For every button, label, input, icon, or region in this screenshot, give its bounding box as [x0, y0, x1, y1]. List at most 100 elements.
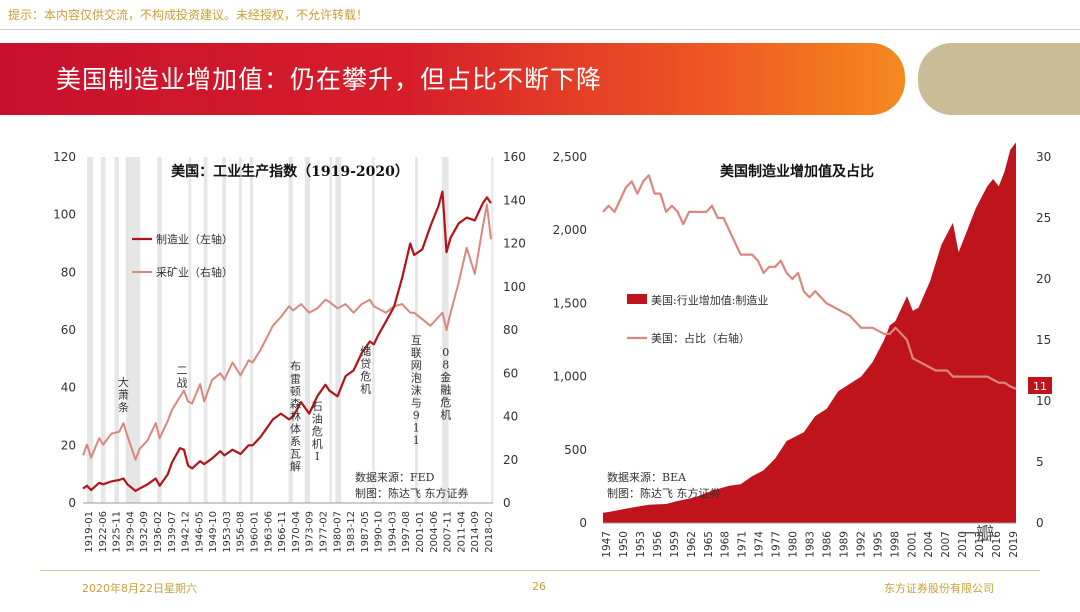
y-right-tick-label: 140	[503, 193, 526, 207]
y-left-tick-label: 2,500	[553, 150, 587, 164]
event-annotation-char: 二	[176, 364, 187, 377]
chart-title: 美国制造业增加值及占比	[720, 163, 874, 180]
x-tick-label: 2019	[1008, 531, 1020, 558]
event-annotation-char: 融	[440, 384, 451, 397]
y-right-tick-label: 0	[503, 496, 511, 510]
x-tick-label: 2010	[957, 531, 969, 558]
y-left-tick-label: 20	[61, 438, 76, 452]
x-tick-label: 1953-03	[222, 511, 233, 553]
event-annotation-char: 布	[290, 360, 301, 373]
x-tick-label: 2013	[974, 531, 986, 558]
x-tick-label: 2007-11	[443, 511, 454, 553]
recession-band	[491, 157, 494, 503]
event-annotation-char: 系	[290, 435, 301, 448]
x-tick-label: 1956-08	[236, 511, 247, 553]
event-annotation-char: 危	[312, 425, 323, 438]
x-tick-label: 2001-01	[415, 511, 426, 553]
maker-note: 制图：陈达飞 东方证券	[607, 486, 721, 500]
event-annotation-char: 石	[312, 400, 323, 413]
y-left-tick-label: 60	[61, 323, 76, 337]
x-tick-label: 1973-09	[305, 511, 316, 553]
mining-series-line	[82, 203, 492, 461]
page-number: 26	[532, 580, 546, 593]
event-annotation-char: 机	[440, 408, 451, 422]
title-banner	[0, 43, 905, 115]
event-annotation-char: 条	[118, 400, 129, 414]
x-tick-label: 2016	[991, 531, 1003, 558]
event-annotation-char: 体	[290, 422, 301, 436]
recession-band	[87, 157, 94, 503]
legend-manufacturing-label: 制造业（左轴）	[156, 232, 233, 246]
x-tick-label: 1947	[601, 531, 613, 558]
x-tick-label: 1942-12	[181, 511, 192, 553]
x-tick-label: 1980	[788, 531, 800, 558]
x-tick-label: 1971	[737, 531, 749, 558]
x-tick-label: 1936-02	[153, 511, 164, 553]
x-tick-label: 1922-06	[98, 511, 109, 553]
footer-date: 2020年8月22日星期六	[82, 582, 197, 595]
y-right-tick-label: 10	[1036, 394, 1051, 408]
recession-band	[335, 157, 342, 503]
source-note: 数据来源：FED	[355, 470, 435, 484]
y-left-tick-label: 0	[579, 516, 587, 530]
x-tick-label: 1989	[838, 531, 850, 558]
event-annotation-char: 顿	[290, 384, 301, 398]
y-right-tick-label: 120	[503, 237, 526, 251]
y-right-tick-label: 15	[1036, 333, 1051, 347]
x-tick-label: 1977-02	[318, 511, 329, 553]
x-tick-label: 1997-08	[401, 511, 412, 553]
x-tick-label: 1983-12	[346, 511, 357, 553]
x-tick-label: 2004-06	[429, 511, 440, 553]
event-annotation-char: 林	[290, 409, 301, 423]
event-annotation-char: Ⅰ	[315, 450, 319, 463]
recession-band	[329, 157, 332, 503]
event-annotation-char: 互	[411, 334, 422, 347]
y-left-tick-label: 1,500	[553, 296, 587, 310]
x-tick-label: 2011-04	[456, 511, 467, 553]
recession-band	[249, 157, 254, 503]
x-tick-label: 1968	[720, 531, 732, 558]
y-right-tick-label: 100	[503, 280, 526, 294]
recession-band	[442, 157, 449, 503]
event-annotation-char: 战	[176, 377, 187, 390]
event-annotation-char: 萧	[118, 389, 129, 402]
x-tick-label: 1966-11	[277, 511, 288, 553]
event-annotation-char: 联	[411, 347, 422, 360]
x-tick-label: 1983	[805, 531, 817, 558]
x-tick-label: 1939-07	[167, 511, 178, 553]
y-left-tick-label: 80	[61, 265, 76, 279]
y-right-tick-label: 60	[503, 366, 518, 380]
event-annotation-char: 油	[312, 412, 323, 426]
event-annotation-char: 贷	[360, 357, 371, 371]
event-annotation-char: 危	[440, 396, 451, 409]
y-right-tick-label: 0	[1036, 516, 1044, 530]
y-right-tick-label: 5	[1036, 455, 1044, 469]
event-annotation-char: 大	[118, 375, 129, 389]
share-series-line	[602, 174, 1017, 390]
y-left-tick-label: 0	[68, 496, 76, 510]
event-annotation-char: 沫	[411, 384, 422, 397]
y-right-tick-label: 160	[503, 150, 526, 164]
x-tick-label: 1998	[889, 531, 901, 558]
x-tick-label: 1919-01	[84, 511, 95, 553]
x-tick-label: 1929-04	[125, 511, 136, 553]
recession-band	[203, 157, 208, 503]
recession-band	[188, 157, 192, 503]
watermark: 一瓣	[958, 524, 994, 545]
top-divider	[0, 29, 1080, 30]
y-left-tick-label: 120	[53, 150, 76, 164]
y-right-tick-label: 40	[503, 410, 518, 424]
end-value-badge	[1028, 377, 1052, 394]
recession-band	[415, 157, 418, 503]
x-tick-label: 1960-01	[250, 511, 261, 553]
x-tick-label: 1925-11	[112, 511, 123, 553]
recession-band	[100, 157, 106, 503]
x-tick-label: 1987-05	[360, 511, 371, 553]
legend-value-swatch	[627, 294, 647, 304]
event-annotation-char: 9	[413, 409, 420, 422]
recession-band	[304, 157, 311, 503]
x-tick-label: 1995	[872, 531, 884, 558]
event-annotation-char: 雷	[290, 373, 301, 386]
event-annotation-char: 危	[360, 370, 371, 383]
